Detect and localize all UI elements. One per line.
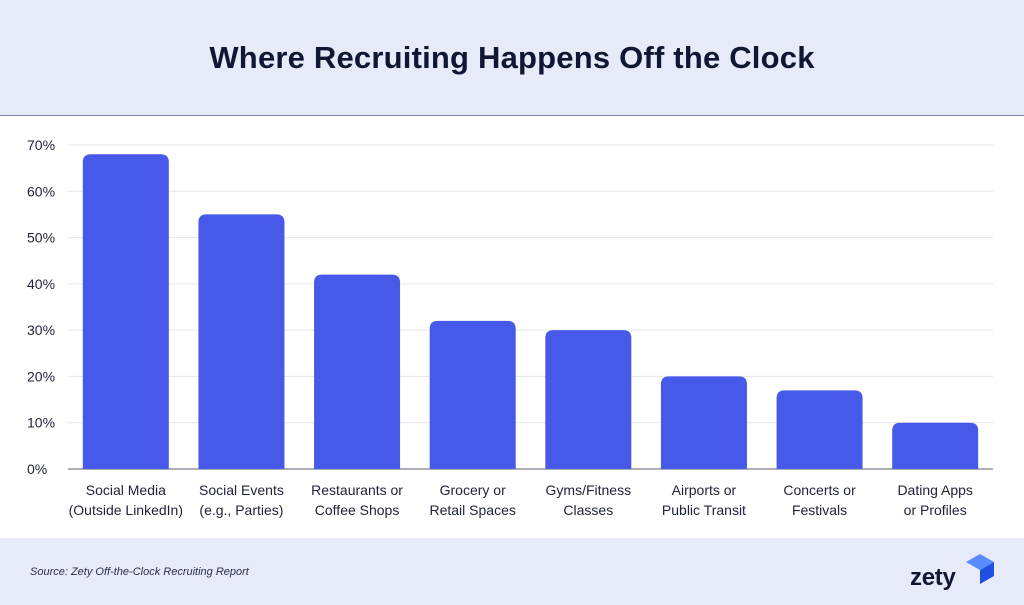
bar-chart: 0% 10% 20% 30% 40% 50% 60% 70% Social Media (Outs… [27, 137, 993, 518]
chart-header: Where Recruiting Happens Off the Clock [0, 0, 1024, 116]
y-tick-label: 50% [27, 230, 55, 246]
bar [660, 376, 747, 469]
x-tick-label: or Profiles [904, 502, 967, 518]
logo-wordmark: zety [910, 564, 956, 591]
source-note: Source: Zety Off-the-Clock Recruiting Re… [30, 566, 249, 578]
x-tick-label: Coffee Shops [315, 502, 400, 518]
bar [82, 154, 169, 469]
footer: Source: Zety Off-the-Clock Recruiting Re… [0, 538, 1024, 605]
bar [892, 422, 979, 469]
x-tick-label: Social Media [86, 482, 166, 498]
x-tick-label: Festivals [792, 502, 847, 518]
x-tick-label: (Outside LinkedIn) [69, 502, 183, 518]
x-tick-label: Airports or [672, 482, 737, 498]
bar [776, 390, 863, 469]
y-tick-label: 40% [27, 276, 55, 292]
y-tick-label: 70% [27, 137, 55, 153]
x-tick-label: Grocery or [440, 482, 506, 498]
bar [545, 330, 632, 469]
y-tick-label: 0% [27, 461, 47, 477]
x-tick-label: Classes [563, 502, 613, 518]
y-tick-label: 30% [27, 322, 55, 338]
cube-logo-icon [966, 554, 994, 584]
x-tick-label: Retail Spaces [429, 502, 515, 518]
y-tick-label: 60% [27, 183, 55, 199]
x-tick-label: Restaurants or [311, 482, 403, 498]
chart-area: 0% 10% 20% 30% 40% 50% 60% 70% Social Media (Outs… [0, 117, 1024, 538]
bar [429, 320, 516, 469]
bar [198, 214, 285, 469]
chart-title: Where Recruiting Happens Off the Clock [209, 39, 815, 75]
x-tick-label: Gyms/Fitness [546, 482, 632, 498]
x-tick-label: Dating Apps [897, 482, 973, 498]
y-tick-label: 10% [27, 415, 55, 431]
zety-logo: zety [904, 548, 1004, 598]
bar [314, 274, 401, 469]
y-tick-label: 20% [27, 368, 55, 384]
x-tick-label: Social Events [199, 482, 284, 498]
x-tick-label: (e.g., Parties) [199, 502, 283, 518]
x-tick-label: Public Transit [662, 502, 746, 518]
x-tick-label: Concerts or [783, 482, 856, 498]
